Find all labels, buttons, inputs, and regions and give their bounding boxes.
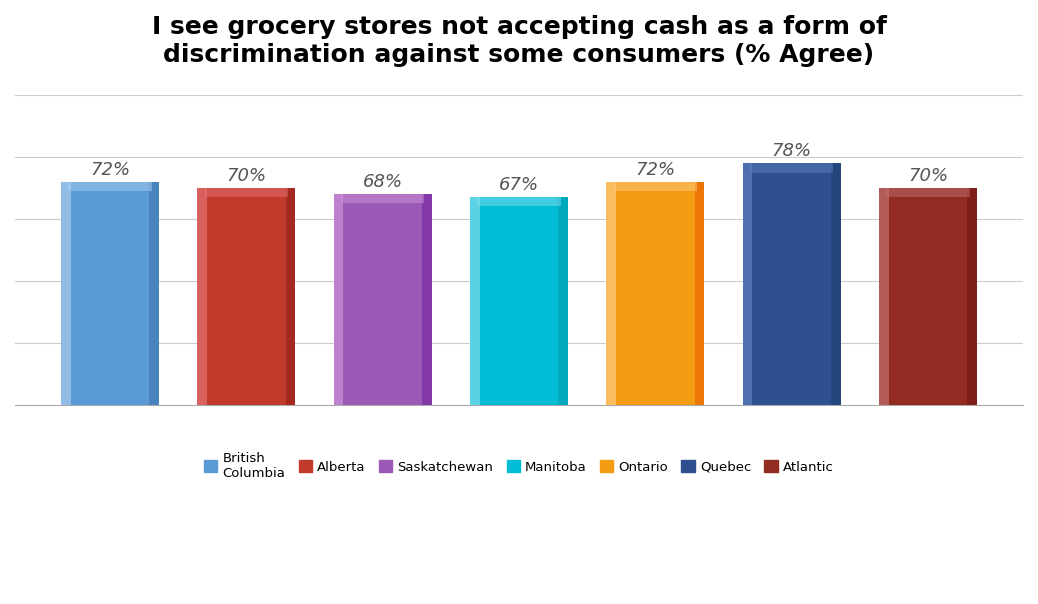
Bar — [197, 188, 207, 405]
Bar — [613, 182, 698, 191]
Text: 68%: 68% — [362, 173, 403, 191]
Bar — [886, 188, 969, 197]
Bar — [477, 198, 561, 206]
Bar — [340, 194, 425, 203]
Bar — [606, 182, 705, 405]
Text: 67%: 67% — [499, 176, 539, 194]
Bar — [61, 182, 71, 405]
Bar — [879, 188, 977, 405]
Bar — [742, 163, 841, 405]
Bar — [470, 198, 480, 405]
Bar — [606, 182, 617, 405]
Text: 78%: 78% — [771, 142, 812, 160]
Title: I see grocery stores not accepting cash as a form of
discrimination against some: I see grocery stores not accepting cash … — [152, 15, 886, 67]
Bar — [333, 194, 344, 405]
Bar — [879, 188, 889, 405]
Bar — [558, 198, 568, 405]
Bar — [204, 188, 288, 197]
Bar — [967, 188, 977, 405]
Bar — [750, 163, 834, 173]
Bar — [421, 194, 432, 405]
Bar — [285, 188, 296, 405]
Text: 72%: 72% — [635, 161, 676, 179]
Text: 72%: 72% — [90, 161, 130, 179]
Bar — [69, 182, 152, 191]
Bar — [694, 182, 705, 405]
Bar — [470, 198, 568, 405]
Bar — [831, 163, 841, 405]
Bar — [61, 182, 159, 405]
Bar — [197, 188, 296, 405]
Bar — [149, 182, 159, 405]
Bar — [333, 194, 432, 405]
Bar — [742, 163, 753, 405]
Legend: British
Columbia, Alberta, Saskatchewan, Manitoba, Ontario, Quebec, Atlantic: British Columbia, Alberta, Saskatchewan,… — [199, 446, 839, 485]
Text: 70%: 70% — [908, 167, 948, 185]
Text: 70%: 70% — [226, 167, 267, 185]
